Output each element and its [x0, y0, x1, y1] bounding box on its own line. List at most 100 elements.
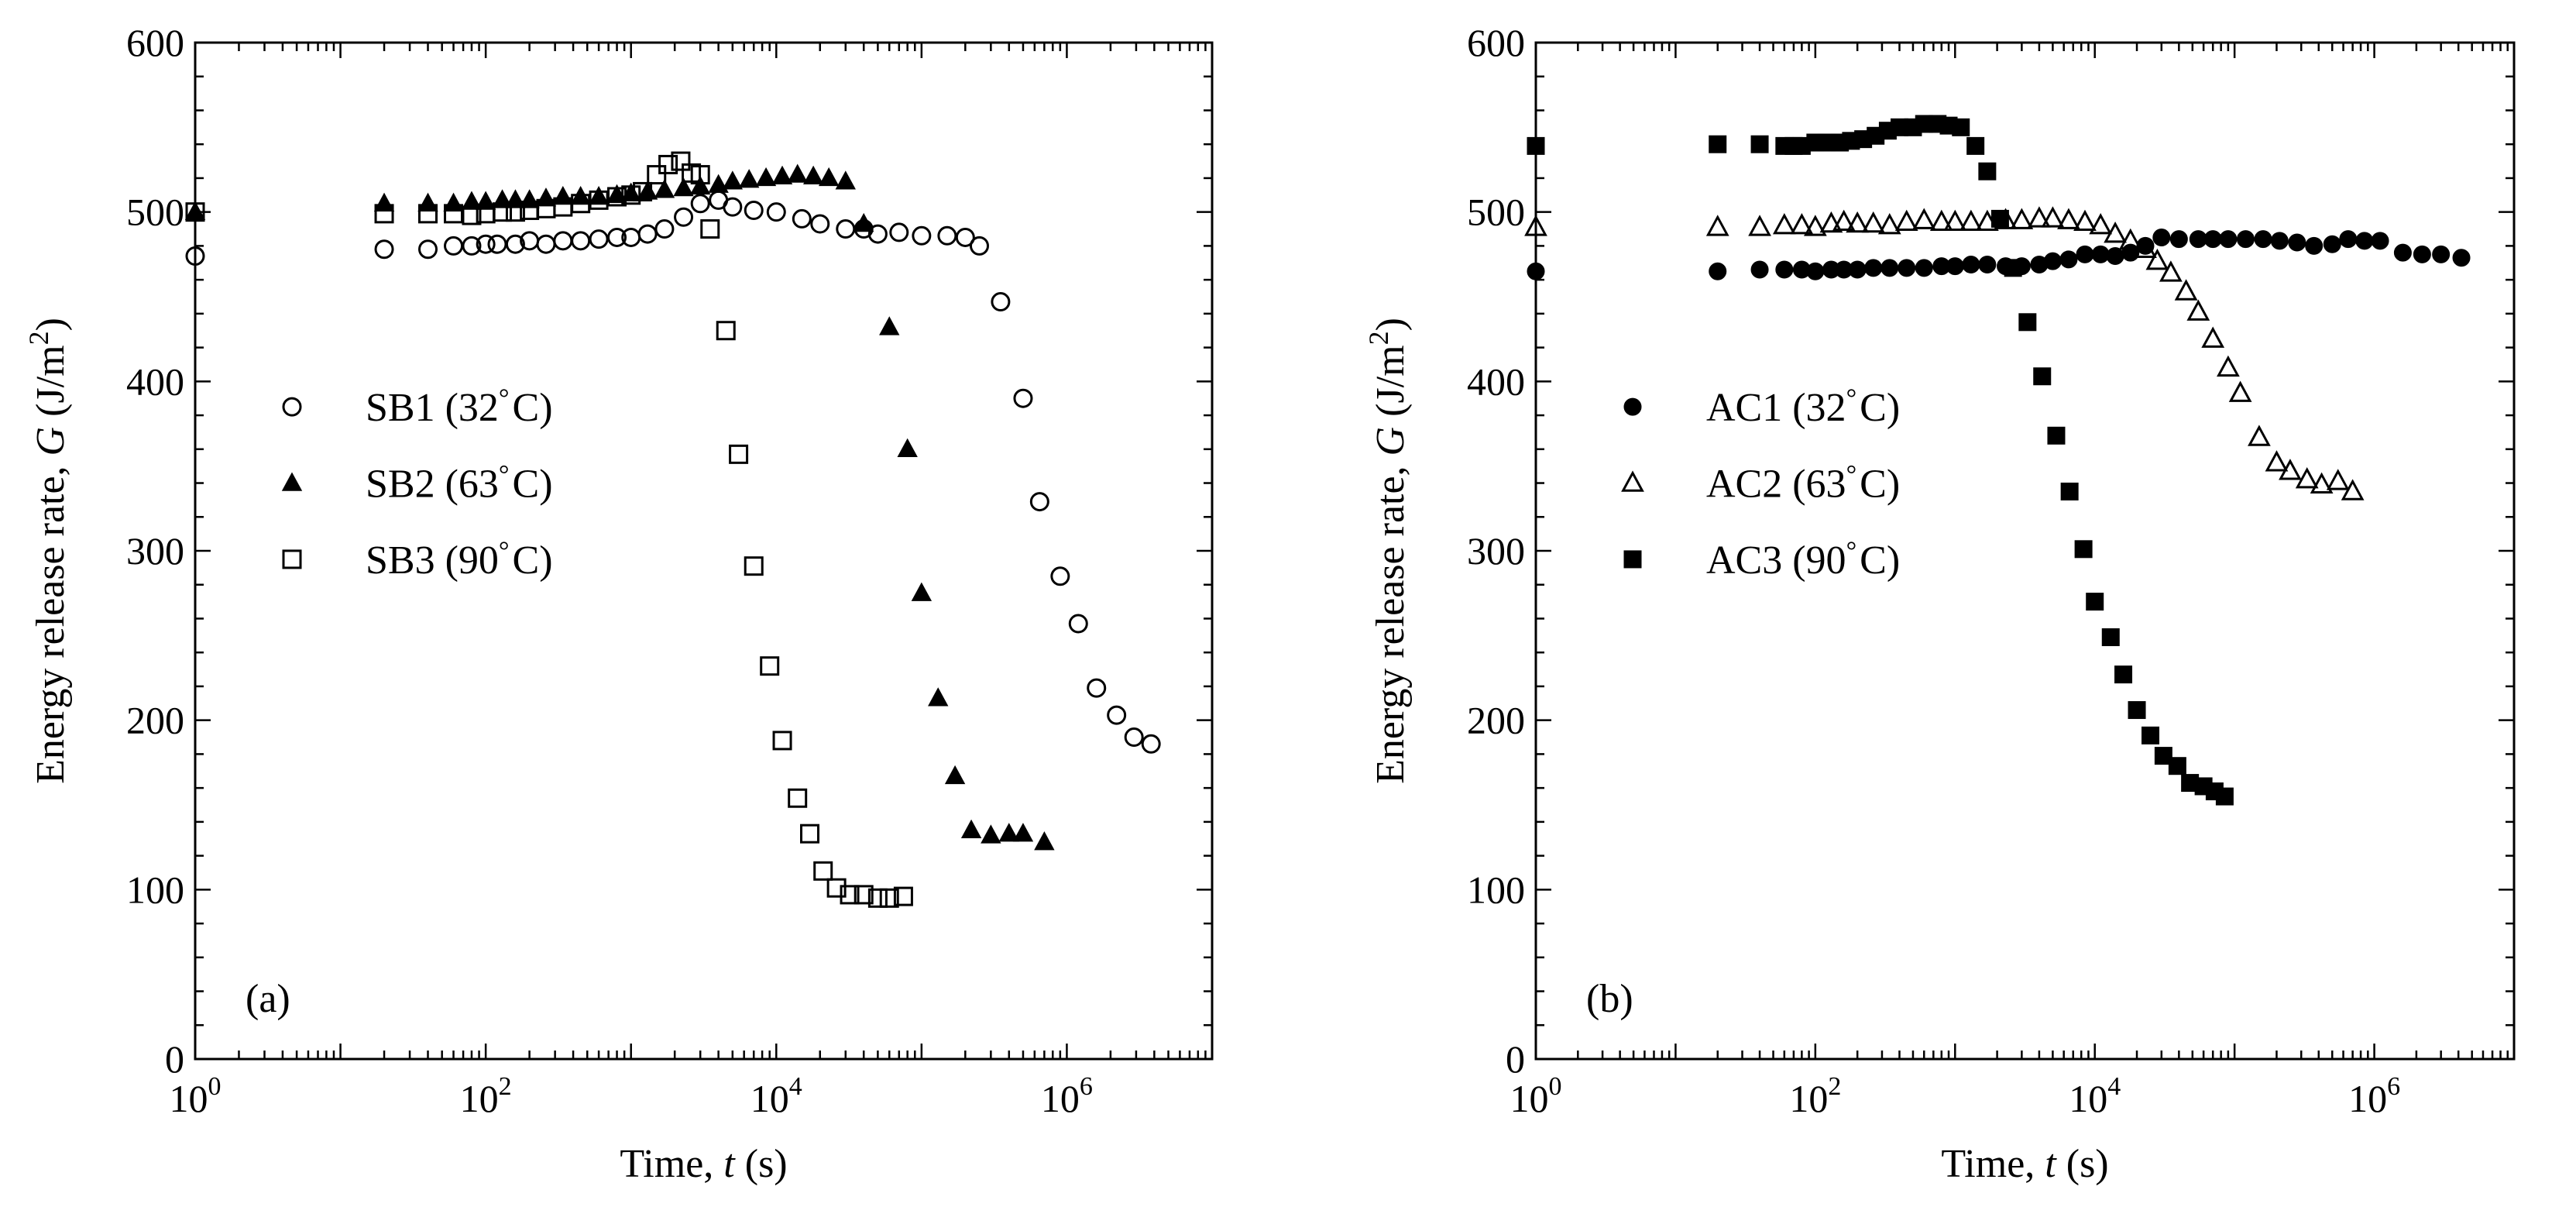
data-point	[2145, 248, 2169, 270]
data-point	[505, 202, 525, 222]
data-point	[944, 765, 966, 785]
legend-marker	[282, 549, 302, 569]
legend: AC1 (32°C) AC2 (63°C) AC3 (90°C)	[1621, 384, 1900, 583]
data-point	[374, 239, 394, 260]
data-point	[937, 225, 957, 246]
data-point	[1959, 209, 1983, 232]
series-ac3	[1527, 115, 2234, 806]
data-point	[991, 292, 1011, 312]
data-point	[818, 167, 840, 187]
data-point	[374, 204, 394, 224]
panel-label: (a)	[246, 977, 290, 1021]
data-point	[690, 165, 710, 185]
data-point	[744, 556, 764, 576]
data-point	[2371, 232, 2389, 250]
legend-label: SB3 (90°C)	[366, 537, 553, 583]
legend-marker	[281, 472, 303, 491]
data-point	[879, 888, 899, 908]
y-tick-label: 200	[126, 699, 184, 742]
data-point	[1750, 260, 1769, 279]
data-point	[552, 185, 574, 205]
data-point	[1832, 209, 1856, 232]
data-point	[755, 167, 777, 187]
data-point	[928, 687, 949, 707]
data-point	[571, 231, 591, 251]
plot-frame	[1534, 41, 2516, 1061]
data-point	[1819, 211, 1843, 233]
data-point	[633, 181, 653, 201]
data-point	[760, 656, 780, 676]
data-point	[2279, 459, 2302, 480]
data-point	[671, 151, 691, 171]
data-point	[1978, 162, 1997, 181]
data-point	[835, 170, 856, 190]
data-point	[553, 231, 573, 251]
data-point	[2168, 757, 2186, 775]
data-point	[2393, 243, 2412, 262]
data-point	[867, 888, 888, 908]
data-point	[476, 234, 496, 254]
data-point	[2028, 206, 2051, 228]
data-point	[637, 224, 658, 244]
data-point	[1806, 262, 1825, 280]
data-point	[771, 165, 793, 184]
data-point	[674, 207, 694, 227]
data-point	[1864, 259, 1883, 277]
y-tick-label: 300	[1467, 529, 1525, 573]
data-point	[1946, 257, 1964, 276]
data-point	[462, 236, 482, 256]
data-point	[854, 212, 874, 232]
data-point	[647, 165, 667, 185]
data-point	[185, 202, 205, 222]
data-point	[802, 165, 824, 184]
data-point	[1803, 215, 1827, 236]
data-point	[2295, 467, 2319, 489]
x-tick-label: 104	[750, 1072, 802, 1120]
data-point	[2217, 355, 2240, 377]
series-sb1	[185, 190, 1161, 754]
data-point	[1846, 211, 1870, 233]
y-tick-label: 600	[1467, 21, 1525, 64]
y-axis-ticks	[195, 41, 1212, 1061]
data-point	[969, 236, 989, 256]
data-point	[998, 823, 1019, 842]
data-point	[2432, 245, 2451, 263]
data-point	[1012, 823, 1034, 842]
data-point	[654, 219, 675, 239]
data-point	[2004, 259, 2022, 277]
data-point	[772, 731, 792, 751]
x-tick-label: 102	[460, 1072, 512, 1120]
data-point	[1013, 388, 1033, 408]
data-point	[417, 192, 438, 211]
y-tick-label: 100	[126, 868, 184, 911]
data-point	[2413, 245, 2431, 263]
data-point	[2076, 245, 2094, 263]
data-point	[897, 438, 918, 458]
data-point	[2047, 426, 2066, 445]
legend-marker	[282, 397, 302, 417]
x-axis-ticks	[1534, 43, 2509, 1059]
data-point	[813, 861, 833, 881]
series-sb3	[185, 151, 913, 908]
data-point	[739, 169, 760, 188]
data-point	[1894, 209, 1918, 232]
data-point	[729, 444, 749, 464]
data-point	[826, 878, 847, 898]
x-axis-ticks	[194, 43, 1207, 1059]
series-sb2	[184, 163, 1055, 851]
data-point	[1929, 209, 1953, 232]
data-point	[621, 185, 641, 205]
y-axis-label: Energy release rate, G (J/m2)	[1363, 318, 1413, 784]
data-point	[2089, 213, 2113, 235]
data-point	[1915, 259, 1933, 277]
data-point	[1978, 255, 1997, 273]
y-tick-label: 0	[1506, 1037, 1525, 1081]
data-point	[1880, 259, 1899, 277]
data-point	[2452, 249, 2471, 267]
data-point	[2059, 250, 2078, 269]
data-point	[840, 885, 860, 905]
x-tick-label: 100	[1510, 1072, 1562, 1120]
data-point	[2073, 209, 2097, 232]
data-point	[607, 187, 627, 207]
